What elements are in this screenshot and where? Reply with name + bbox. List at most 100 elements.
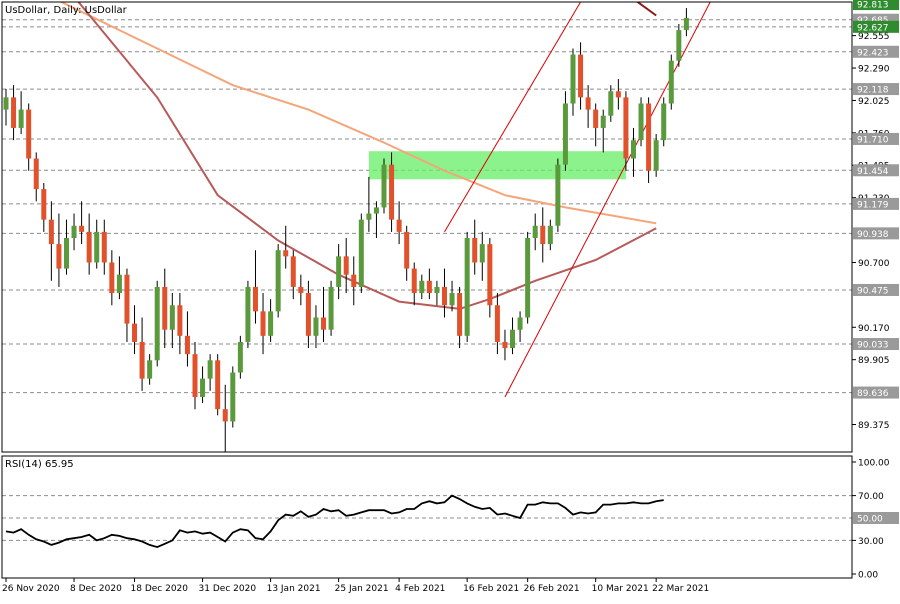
candle-body <box>48 219 54 245</box>
bullish-candle <box>147 354 153 385</box>
date-tick-label: 8 Dec 2020 <box>70 584 122 594</box>
bearish-candle <box>124 268 130 342</box>
bullish-candle <box>245 280 251 349</box>
bearish-candle <box>109 250 115 306</box>
bearish-candle <box>139 317 145 391</box>
bearish-candle <box>11 85 17 141</box>
bullish-candle <box>661 97 667 147</box>
candle-body <box>464 238 470 336</box>
bearish-candle <box>396 201 402 245</box>
level-label: 91.710 <box>857 135 889 145</box>
candle-body <box>3 97 9 110</box>
candle-body <box>396 219 402 232</box>
rsi-line <box>5 494 664 549</box>
fast-moving-average-line <box>77 2 657 310</box>
bullish-candle <box>600 109 606 153</box>
price-tick-label: 92.290 <box>858 65 890 75</box>
bullish-candle <box>510 317 516 355</box>
candle-body <box>661 103 667 141</box>
support-zone <box>368 151 626 180</box>
level-label-box <box>853 197 899 210</box>
channel-upper-line <box>444 2 581 233</box>
bearish-candle <box>184 311 190 367</box>
candle-body <box>676 30 682 61</box>
bullish-candle <box>18 91 24 135</box>
candle-body <box>517 317 523 330</box>
bearish-candle <box>86 213 92 275</box>
bearish-candle <box>56 213 62 287</box>
bullish-candle <box>116 256 122 300</box>
bearish-candle <box>260 293 266 355</box>
candle-body <box>41 189 47 220</box>
level-label-box <box>853 227 899 240</box>
bearish-candle <box>26 103 32 171</box>
bearish-candle <box>426 268 432 300</box>
candle-body <box>532 225 538 239</box>
bullish-candle <box>434 280 440 306</box>
candle-body <box>434 286 440 294</box>
candle-body <box>593 109 599 128</box>
candle-body <box>381 164 387 208</box>
candle-body <box>56 244 62 269</box>
candle-body <box>313 317 319 336</box>
candle-body <box>268 311 274 336</box>
bullish-candle <box>381 158 387 214</box>
rsi-level-label: 50.00 <box>857 515 883 525</box>
candle-body <box>11 97 17 128</box>
candle-body <box>441 286 447 306</box>
bullish-candle <box>638 97 644 147</box>
candle-body <box>404 231 410 269</box>
bullish-candle <box>373 201 379 239</box>
price-tick-label: 89.375 <box>858 421 890 431</box>
bearish-candle <box>343 238 349 294</box>
bullish-candle <box>630 127 636 177</box>
candle-body <box>630 140 636 159</box>
bearish-candle <box>215 354 221 416</box>
level-label: 91.454 <box>857 167 889 177</box>
candle-body <box>207 360 213 379</box>
channel-lower-line <box>504 2 711 398</box>
candle-body <box>192 354 198 397</box>
bullish-candle <box>608 85 614 122</box>
candle-body <box>132 323 138 342</box>
bullish-candle <box>169 293 175 349</box>
bearish-candle <box>540 207 546 263</box>
candle-body <box>139 341 145 379</box>
candle-body <box>389 164 395 220</box>
price-tick-label: 90.170 <box>858 324 890 334</box>
candle-body <box>638 103 644 141</box>
candle-body <box>449 293 455 306</box>
rsi-tick-label: 30.00 <box>858 537 884 547</box>
candle-body <box>411 268 417 294</box>
candle-body <box>116 274 122 294</box>
bullish-candle <box>668 54 674 110</box>
candle-body <box>260 311 266 336</box>
candle-body <box>668 60 674 104</box>
bullish-candle <box>237 335 243 379</box>
level-label-box <box>853 132 899 145</box>
level-label: 91.179 <box>857 200 889 210</box>
bearish-candle <box>79 201 85 245</box>
bearish-candle <box>502 329 508 361</box>
candle-body <box>608 91 614 116</box>
bearish-candle <box>623 91 629 171</box>
candle-body <box>222 409 228 422</box>
candle-body <box>578 54 584 98</box>
level-label: 90.033 <box>857 341 889 351</box>
bullish-candle <box>562 91 568 171</box>
date-tick-label: 22 Mar 2021 <box>652 584 709 594</box>
candle-body <box>71 225 77 239</box>
level-label-box <box>853 283 899 296</box>
candle-body <box>502 341 508 349</box>
bullish-candle <box>464 231 470 342</box>
bearish-candle <box>48 201 54 281</box>
bullish-candle <box>479 231 485 281</box>
candle-body <box>33 158 39 190</box>
candle-body <box>26 109 32 159</box>
candle-body <box>305 293 311 336</box>
date-tick-label: 16 Feb 2021 <box>463 584 519 594</box>
bullish-candle <box>683 8 689 37</box>
candle-body <box>252 286 258 312</box>
bearish-candle <box>132 305 138 355</box>
level-label: 90.938 <box>857 230 889 240</box>
